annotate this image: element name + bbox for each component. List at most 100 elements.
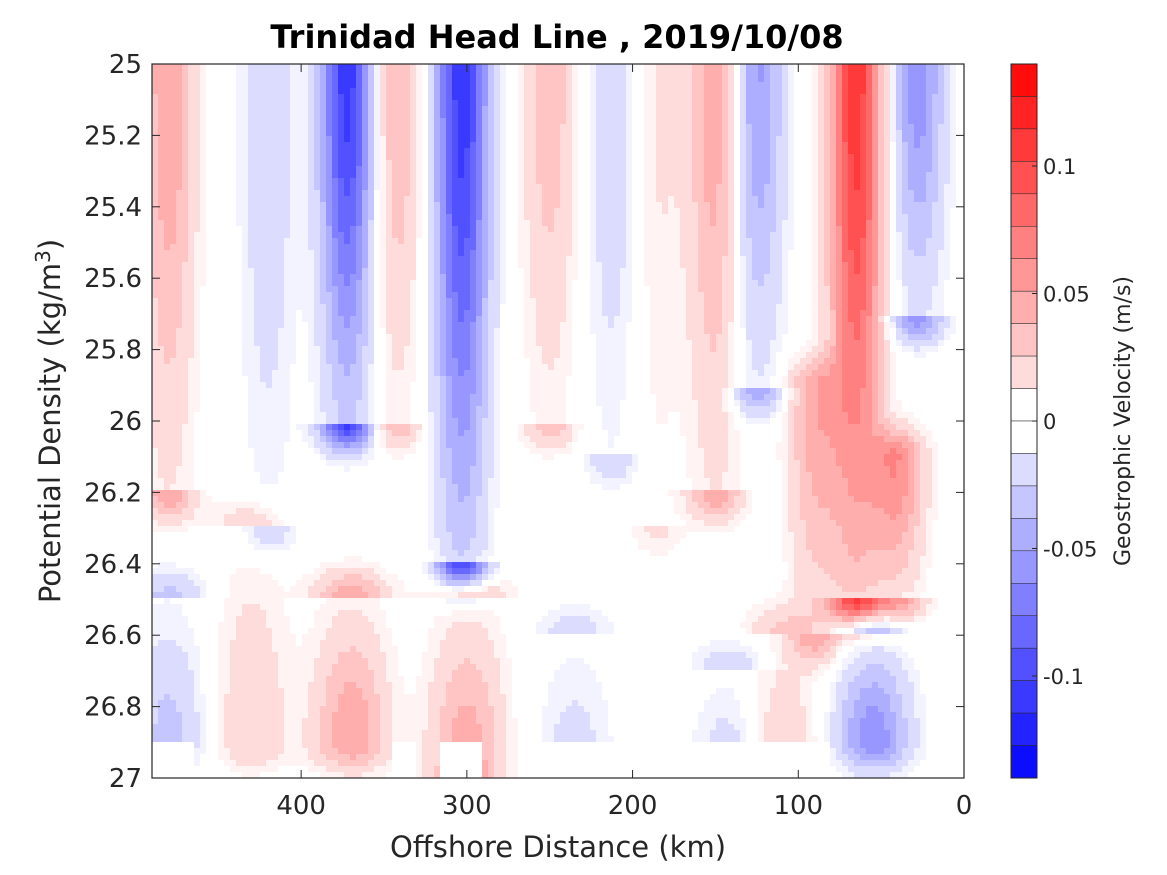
field-cell	[158, 148, 164, 154]
field-cell	[674, 100, 680, 106]
field-cell	[896, 88, 902, 94]
field-cell	[752, 124, 758, 130]
field-cell	[626, 124, 632, 130]
field-cell	[614, 88, 620, 94]
field-cell	[548, 274, 554, 280]
field-cell	[170, 190, 176, 196]
field-cell	[884, 124, 890, 130]
field-cell	[626, 280, 632, 286]
field-cell	[626, 166, 632, 172]
field-cell	[590, 214, 596, 220]
field-cell	[662, 244, 668, 250]
field-cell	[908, 226, 914, 232]
field-cell	[656, 214, 662, 220]
field-cell	[836, 106, 842, 112]
field-cell	[698, 70, 704, 76]
field-cell	[938, 94, 944, 100]
field-cell	[326, 322, 332, 328]
field-cell	[290, 196, 296, 202]
field-cell	[152, 190, 158, 196]
field-cell	[374, 160, 380, 166]
field-cell	[302, 154, 308, 160]
field-cell	[770, 310, 776, 316]
field-cell	[656, 268, 662, 274]
field-cell	[746, 178, 752, 184]
field-cell	[164, 232, 170, 238]
field-cell	[728, 250, 734, 256]
field-cell	[200, 214, 206, 220]
field-cell	[818, 202, 824, 208]
field-cell	[176, 130, 182, 136]
field-cell	[908, 208, 914, 214]
field-cell	[164, 202, 170, 208]
field-cell	[848, 142, 854, 148]
field-cell	[686, 322, 692, 328]
field-cell	[650, 286, 656, 292]
field-cell	[710, 64, 716, 70]
field-cell	[740, 82, 746, 88]
field-cell	[740, 196, 746, 202]
field-cell	[674, 220, 680, 226]
field-cell	[260, 166, 266, 172]
field-cell	[608, 172, 614, 178]
field-cell	[398, 250, 404, 256]
field-cell	[866, 310, 872, 316]
field-cell	[200, 160, 206, 166]
field-cell	[692, 82, 698, 88]
field-cell	[242, 226, 248, 232]
field-cell	[926, 70, 932, 76]
field-cell	[596, 148, 602, 154]
field-cell	[338, 226, 344, 232]
field-cell	[314, 148, 320, 154]
field-cell	[374, 118, 380, 124]
field-cell	[410, 322, 416, 328]
field-cell	[782, 100, 788, 106]
field-cell	[404, 238, 410, 244]
field-cell	[548, 268, 554, 274]
field-cell	[860, 220, 866, 226]
field-cell	[476, 208, 482, 214]
field-cell	[470, 280, 476, 286]
field-cell	[494, 142, 500, 148]
field-cell	[158, 118, 164, 124]
field-cell	[440, 166, 446, 172]
field-cell	[416, 232, 422, 238]
field-cell	[326, 130, 332, 136]
field-cell	[764, 160, 770, 166]
field-cell	[248, 214, 254, 220]
field-cell	[782, 268, 788, 274]
field-cell	[368, 316, 374, 322]
field-cell	[614, 262, 620, 268]
field-cell	[158, 274, 164, 280]
field-cell	[284, 160, 290, 166]
field-cell	[158, 316, 164, 322]
field-cell	[866, 178, 872, 184]
field-cell	[374, 106, 380, 112]
field-cell	[308, 226, 314, 232]
field-cell	[410, 130, 416, 136]
field-cell	[836, 196, 842, 202]
field-cell	[386, 250, 392, 256]
field-cell	[620, 232, 626, 238]
field-cell	[434, 226, 440, 232]
field-cell	[926, 256, 932, 262]
field-cell	[542, 208, 548, 214]
field-cell	[530, 256, 536, 262]
field-cell	[272, 82, 278, 88]
field-cell	[620, 202, 626, 208]
field-cell	[344, 148, 350, 154]
field-cell	[740, 166, 746, 172]
field-cell	[908, 238, 914, 244]
field-cell	[818, 88, 824, 94]
field-cell	[158, 70, 164, 76]
field-cell	[812, 118, 818, 124]
field-cell	[458, 250, 464, 256]
field-cell	[266, 64, 272, 70]
field-cell	[752, 154, 758, 160]
field-cell	[158, 178, 164, 184]
field-cell	[818, 250, 824, 256]
field-cell	[266, 280, 272, 286]
field-cell	[866, 220, 872, 226]
field-cell	[164, 196, 170, 202]
field-cell	[824, 190, 830, 196]
